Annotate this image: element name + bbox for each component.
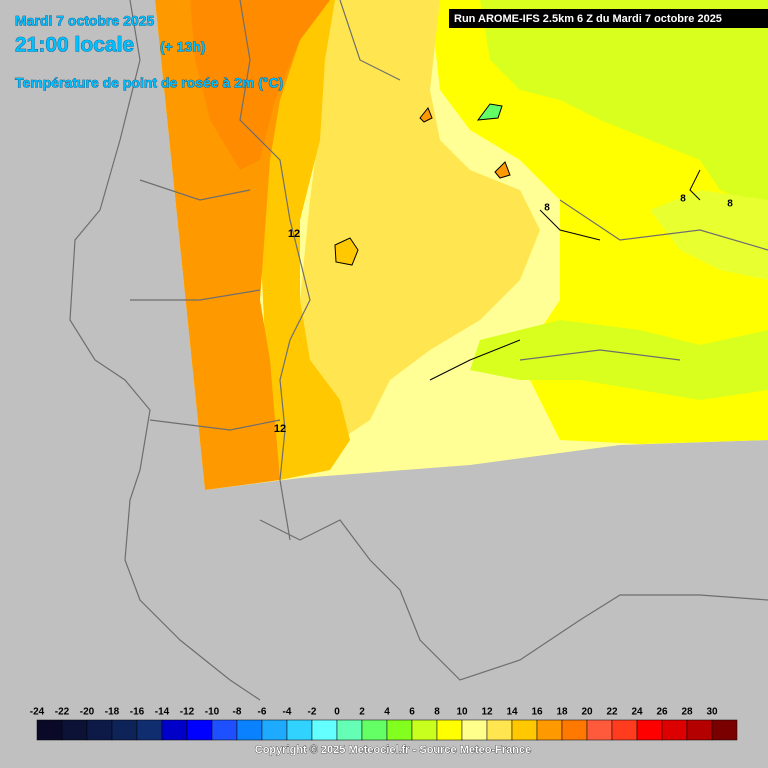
- colorbar-swatch: [561, 719, 588, 741]
- colorbar-swatch: [211, 719, 238, 741]
- contour-blob: [476, 103, 503, 121]
- border: [239, 0, 311, 541]
- colorbar-label: 26: [656, 707, 668, 718]
- colorbar-swatch: [511, 719, 538, 741]
- contour-label: 8: [680, 194, 686, 205]
- colorbar-swatch: [111, 719, 138, 741]
- copyright: Copyright © 2025 Meteociel.fr - Source M…: [255, 744, 531, 756]
- parameter: Température de point de rosée à 2m (°C): [15, 75, 283, 91]
- colorbar-swatch: [361, 719, 388, 741]
- colorbar-label: 20: [581, 707, 593, 718]
- colorbar-swatch: [336, 719, 363, 741]
- colorbar-label: 14: [506, 707, 518, 718]
- run-box: [449, 9, 768, 28]
- colorbar-label: -4: [283, 707, 292, 718]
- colorbar-label: 18: [556, 707, 568, 718]
- colorbar-label: -14: [155, 707, 170, 718]
- field-orange: [155, 0, 330, 490]
- colorbar-label: -10: [205, 707, 220, 718]
- contour-blob: [419, 107, 433, 123]
- colorbar-swatch: [136, 719, 163, 741]
- field-orange-dark: [190, 0, 330, 170]
- colorbar-swatch: [486, 719, 513, 741]
- colorbar-label: 22: [606, 707, 618, 718]
- colorbar-label: -12: [180, 707, 195, 718]
- colorbar-swatch: [661, 719, 688, 741]
- colorbar-label: 16: [531, 707, 543, 718]
- border: [339, 0, 768, 361]
- run-info: Run AROME-IFS 2.5km 6 Z du Mardi 7 octob…: [454, 13, 722, 25]
- colorbar-label: 0: [334, 707, 340, 718]
- colorbar-swatch: [461, 719, 488, 741]
- contour-label: 12: [274, 423, 286, 435]
- colorbar-label: 24: [631, 707, 643, 718]
- contour-label: 8: [544, 203, 550, 214]
- colorbar-swatch: [261, 719, 288, 741]
- time: 21:00 locale: [15, 34, 134, 57]
- colorbar-label: -6: [258, 707, 267, 718]
- colorbar-label: -20: [80, 707, 95, 718]
- colorbar-swatch: [586, 719, 613, 741]
- colorbar-swatch: [86, 719, 113, 741]
- contour-label: 8: [727, 199, 733, 210]
- colorbar-swatch: [686, 719, 713, 741]
- colorbar-swatch: [236, 719, 263, 741]
- colorbar-label: 28: [681, 707, 693, 718]
- colorbar-label: -16: [130, 707, 145, 718]
- colorbar-label: 10: [456, 707, 468, 718]
- field-green-south: [470, 320, 768, 400]
- field-light-orange: [260, 0, 350, 480]
- colorbar-label: 30: [706, 707, 718, 718]
- colorbar-swatch: [286, 719, 313, 741]
- colorbar-swatch: [411, 719, 438, 741]
- colorbar-swatch: [711, 719, 738, 741]
- colorbar-label: -24: [30, 707, 45, 718]
- colorbar-label: 2: [359, 707, 365, 718]
- colorbar-label: 12: [481, 707, 493, 718]
- colorbar-swatch: [636, 719, 663, 741]
- colorbar-label: -22: [55, 707, 70, 718]
- lead-time: (+ 13h): [160, 39, 206, 55]
- field-gold: [300, 0, 540, 460]
- colorbar-swatch: [161, 719, 188, 741]
- border: [130, 179, 281, 431]
- colorbar-swatch: [536, 719, 563, 741]
- colorbar-swatch: [36, 719, 63, 741]
- colorbar-swatch: [386, 719, 413, 741]
- colorbar-label: 8: [434, 707, 440, 718]
- colorbar-swatch: [611, 719, 638, 741]
- field-green-east: [650, 190, 768, 280]
- field-green-north: [480, 0, 768, 210]
- colorbar-label: 4: [384, 707, 390, 718]
- contour-blob: [494, 161, 511, 179]
- contour-label: 12: [288, 228, 300, 240]
- colorbar-swatch: [186, 719, 213, 741]
- colorbar-swatch: [311, 719, 338, 741]
- colorbar-label: 6: [409, 707, 415, 718]
- contour-line: [429, 169, 701, 381]
- coastline: [259, 519, 768, 681]
- coastline: [69, 0, 261, 701]
- contour-blob: [334, 237, 359, 266]
- colorbar-label: -2: [308, 707, 317, 718]
- colorbar-label: -18: [105, 707, 120, 718]
- date: Mardi 7 octobre 2025: [15, 13, 154, 29]
- colorbar-swatch: [436, 719, 463, 741]
- colorbar-swatch: [61, 719, 88, 741]
- colorbar-label: -8: [233, 707, 242, 718]
- colorbar: -24 -22 -20 -18 -16 -14 -12 -10 -8 -6 -4 -2 0 2 4 6 8 10 1…: [30, 707, 738, 741]
